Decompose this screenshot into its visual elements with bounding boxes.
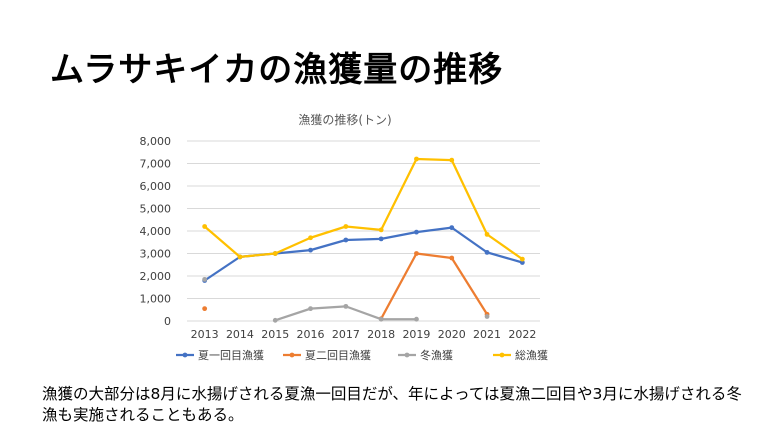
y-tick-label: 5,000 (140, 203, 172, 216)
data-point (202, 224, 208, 229)
series-4 (202, 156, 525, 262)
legend-label: 冬漁獲 (420, 348, 453, 362)
legend-marker (182, 352, 188, 358)
y-axis-ticks: 0 1,000 2,000 3,000 4,000 5,000 6,000 7,000 8,00… (140, 135, 172, 328)
data-point (237, 254, 243, 260)
series-line (380, 252, 489, 320)
gridlines (187, 140, 540, 322)
x-tick-label: 2020 (438, 328, 466, 341)
data-point (343, 303, 349, 309)
data-point (449, 225, 455, 231)
data-point (414, 251, 419, 256)
x-tick-label: 2015 (261, 328, 289, 341)
data-point (484, 314, 490, 319)
data-point (308, 306, 313, 312)
y-tick-label: 7,000 (140, 158, 172, 171)
legend-label: 夏二回目漁獲 (305, 348, 371, 362)
data-point (378, 236, 384, 242)
y-tick-label: 4,000 (140, 225, 172, 238)
series-3 (202, 276, 490, 323)
series-1 (202, 225, 525, 283)
legend-marker (404, 352, 410, 358)
data-point (414, 156, 419, 162)
x-tick-label: 2016 (297, 328, 325, 341)
x-tick-label: 2018 (367, 328, 395, 341)
data-point (202, 276, 208, 282)
legend-label: 夏一回目漁獲 (198, 348, 264, 362)
y-tick-label: 2,000 (140, 270, 172, 283)
data-point (272, 251, 278, 256)
data-point (202, 306, 208, 312)
x-tick-label: 2019 (402, 328, 430, 341)
data-point (308, 235, 313, 241)
data-point (519, 260, 525, 265)
y-tick-label: 6,000 (140, 180, 172, 193)
data-point (449, 255, 455, 261)
legend-marker (499, 352, 505, 358)
caption-text: 漁獲の大部分は8月に水揚げされる夏漁一回目だが、年によっては夏漁二回目や3月に水… (42, 385, 742, 424)
chart-title: 漁獲の推移(トン) (298, 113, 391, 127)
y-tick-label: 3,000 (140, 248, 172, 261)
data-point (519, 256, 525, 262)
legend-label: 総漁獲 (515, 348, 548, 362)
data-point (449, 157, 455, 163)
y-tick-label: 1,000 (140, 293, 172, 306)
data-point (414, 229, 419, 235)
legend-marker (289, 352, 295, 358)
x-tick-label: 2022 (508, 328, 536, 341)
slide-title: ムラサキイカの漁獲量の推移 (50, 50, 504, 90)
data-point (308, 247, 313, 253)
data-point (343, 224, 349, 229)
series-line (203, 226, 524, 282)
y-tick-label: 8,000 (140, 135, 172, 148)
x-tick-label: 2017 (332, 328, 360, 341)
data-point (414, 316, 419, 322)
series-2 (202, 251, 490, 322)
data-point (484, 231, 490, 237)
legend: 夏一回目漁獲 夏二回目漁獲 冬漁獲 総漁獲 (176, 348, 548, 362)
series-group (202, 156, 525, 323)
x-tick-label: 2014 (226, 328, 254, 341)
series-line (203, 157, 524, 261)
data-point (378, 227, 384, 233)
y-tick-label: 0 (164, 315, 171, 328)
x-axis-ticks: 2013 2014 2015 2016 2017 2018 2019 2020 2021 2022 (191, 328, 537, 341)
x-tick-label: 2013 (191, 328, 219, 341)
data-point (343, 237, 349, 243)
data-point (272, 317, 278, 323)
data-point (484, 249, 490, 255)
x-tick-label: 2021 (473, 328, 501, 341)
data-point (378, 316, 384, 322)
